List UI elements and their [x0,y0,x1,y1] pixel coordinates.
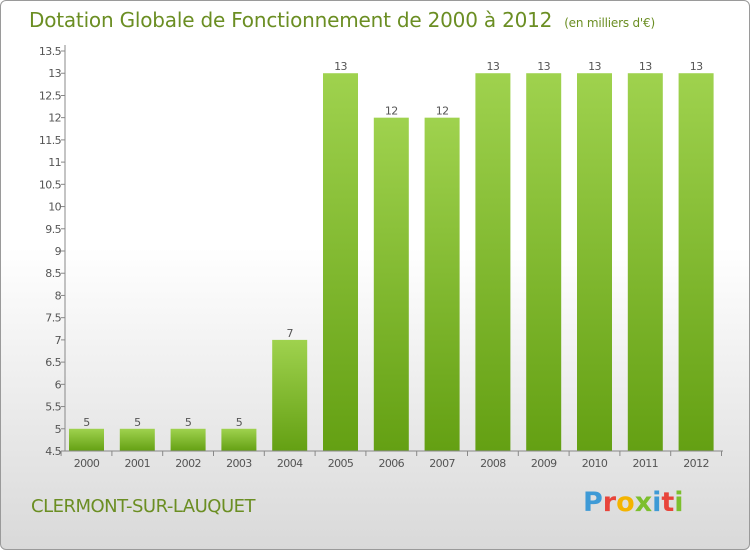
bar-2003 [221,428,257,451]
x-tick-label-2011: 2011 [632,457,658,470]
x-tick-label-2006: 2006 [378,457,404,470]
y-tick-label: 7.5 [45,312,61,325]
data-label-2012: 13 [690,60,703,73]
y-tick-label: 9 [55,245,62,258]
bar-2008 [475,73,511,451]
data-label-2004: 7 [286,327,293,340]
bar-2007 [424,117,460,452]
commune-name: CLERMONT-SUR-LAUQUET [31,496,256,517]
data-label-2001: 5 [134,416,141,429]
y-tick-label: 13.5 [39,45,62,58]
y-tick-label: 9.5 [45,223,61,236]
chart-title: Dotation Globale de Fonctionnement de 20… [29,8,655,32]
bar-2005 [323,73,358,451]
y-tick-label: 4.5 [45,445,61,458]
logo-letter: x [634,487,653,518]
bar-2004 [272,339,308,451]
y-tick-label: 5.5 [45,401,61,414]
y-tick-label: 12.5 [39,89,62,102]
logo-letter: P [583,487,603,518]
y-tick-label: 7 [55,334,62,347]
x-tick-label-2010: 2010 [582,457,608,470]
bar-2012 [678,73,714,451]
y-tick-label: 10 [48,201,61,214]
x-tick-label-2009: 2009 [531,457,557,470]
bar-2006 [373,117,409,452]
bar-2010 [577,73,612,451]
data-label-2003: 5 [236,416,243,429]
data-label-2011: 13 [639,60,652,73]
data-label-2010: 13 [588,60,601,73]
data-label-2002: 5 [185,416,192,429]
y-tick-label: 8 [55,289,62,302]
bar-2001 [119,428,155,451]
logo-letter: i [674,487,684,518]
logo-letter: i [652,487,662,518]
x-tick-label-2000: 2000 [74,457,100,470]
x-tick-label-2012: 2012 [683,457,709,470]
y-tick-label: 11 [48,156,61,169]
bar-2000 [69,428,104,451]
bar-2002 [170,428,206,451]
x-tick-label-2004: 2004 [277,457,303,470]
bars-group: 5 5 5 5 7 13 12 12 13 13 13 13 13 [69,60,714,452]
y-tick-label: 6 [55,378,62,391]
y-tick-label: 8.5 [45,267,61,280]
x-tick-label-2008: 2008 [480,457,506,470]
bar-2009 [526,73,562,451]
data-label-2006: 12 [385,105,398,118]
x-tick-label-2002: 2002 [175,457,201,470]
logo-letter: o [616,487,635,518]
chart-title-text: Dotation Globale de Fonctionnement de 20… [29,8,553,32]
y-tick-label: 5 [55,423,62,436]
x-tick-label-2005: 2005 [328,457,354,470]
x-tick-label-2007: 2007 [429,457,455,470]
data-label-2000: 5 [83,416,90,429]
y-tick-label: 6.5 [45,356,61,369]
y-tick-label: 13 [48,67,61,80]
data-label-2009: 13 [537,60,550,73]
x-tick-label-2001: 2001 [124,457,150,470]
proxiti-logo[interactable]: Proxiti [583,487,684,518]
chart-unit: (en milliers d'€) [564,16,655,30]
y-tick-label: 10.5 [39,178,62,191]
data-label-2008: 13 [486,60,499,73]
data-label-2005: 13 [334,60,347,73]
axes-group: 4.5 5 5.5 6 6.5 7 7.5 8 8.5 9 9.5 10 10.5 11 11.5 12 12.… [39,45,723,470]
logo-letter: r [602,487,617,518]
y-tick-label: 12 [48,112,61,125]
bar-2011 [627,73,663,451]
data-label-2007: 12 [436,105,449,118]
y-tick-label: 11.5 [39,134,62,147]
x-tick-label-2003: 2003 [226,457,252,470]
logo-letter: t [661,487,675,518]
